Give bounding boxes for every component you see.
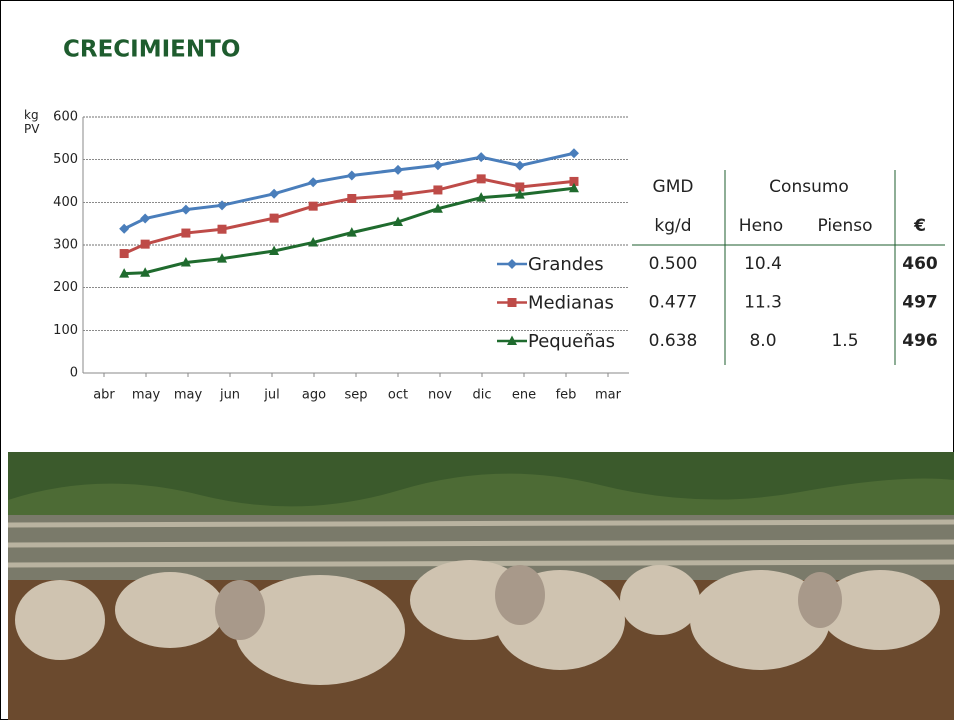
x-tick-label: dic	[472, 388, 491, 403]
data-point	[120, 249, 129, 258]
table-header: GMD	[653, 177, 694, 197]
photo	[8, 452, 954, 720]
data-point	[218, 225, 227, 234]
table-header: €	[913, 216, 926, 236]
table-cell: 497	[902, 293, 938, 313]
legend-marker	[508, 298, 517, 307]
y-tick-label: 100	[53, 323, 78, 338]
y-axis-label: kg PV	[24, 108, 44, 136]
y-tick-label: 300	[53, 238, 78, 253]
data-point	[433, 185, 442, 194]
data-point	[394, 191, 403, 200]
table-header: Consumo	[769, 177, 849, 197]
data-point	[141, 240, 150, 249]
table-header: kg/d	[654, 216, 691, 236]
x-tick-label: jun	[219, 388, 240, 403]
y-tick-label: 400	[53, 195, 78, 210]
data-point	[309, 202, 318, 211]
x-tick-label: may	[174, 388, 203, 403]
x-tick-label: sep	[344, 388, 367, 403]
y-tick-label: 600	[53, 110, 78, 125]
table-header: Heno	[739, 216, 783, 236]
table-cell: 8.0	[749, 331, 776, 351]
legend-label: Grandes	[528, 254, 604, 275]
table-cell: 1.5	[831, 331, 858, 351]
data-point	[270, 214, 279, 223]
x-tick-label: jul	[263, 388, 279, 403]
x-tick-label: oct	[388, 388, 408, 403]
legend-label: Pequeñas	[528, 331, 615, 352]
x-tick-label: nov	[428, 388, 452, 403]
data-point	[347, 194, 356, 203]
table-cell: 11.3	[744, 293, 782, 313]
slide-title: CRECIMIENTO	[63, 37, 240, 63]
table-cell: 0.500	[649, 254, 698, 274]
x-tick-label: ene	[512, 388, 536, 403]
data-point	[181, 229, 190, 238]
table-cell: 496	[902, 331, 938, 351]
y-tick-label: 500	[53, 152, 78, 167]
table-cell: 0.638	[649, 331, 698, 351]
x-tick-label: may	[132, 388, 161, 403]
table-header: Pienso	[817, 216, 872, 236]
y-tick-label: 0	[70, 366, 78, 381]
x-tick-label: feb	[556, 388, 577, 403]
table-cell: 0.477	[649, 293, 698, 313]
table-cell: 10.4	[744, 254, 782, 274]
data-point	[477, 174, 486, 183]
slide: CRECIMIENTO GMD Consumo kg/d Heno Pienso…	[0, 0, 954, 720]
x-tick-label: mar	[595, 388, 622, 403]
x-tick-label: abr	[93, 388, 115, 403]
y-tick-label: 200	[53, 280, 78, 295]
legend-label: Medianas	[528, 293, 614, 314]
x-tick-label: ago	[302, 388, 326, 403]
table-cell: 460	[902, 254, 938, 274]
